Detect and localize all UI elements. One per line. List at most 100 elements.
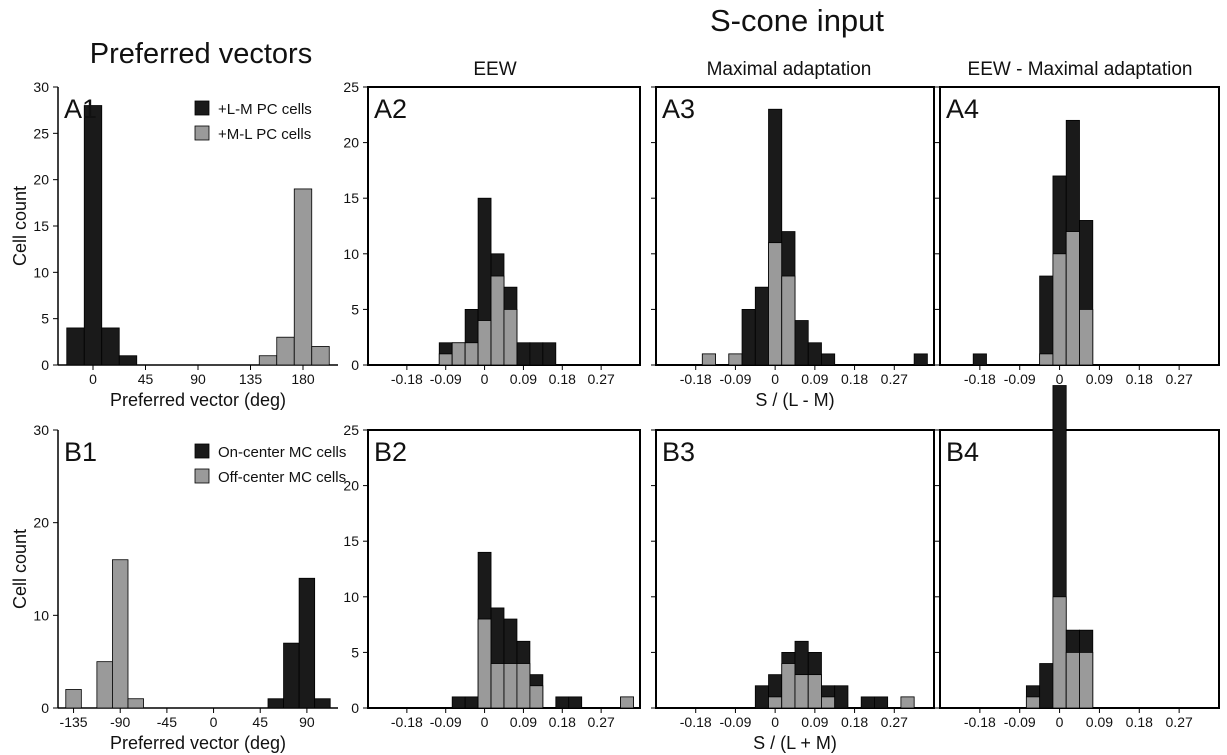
y-axis-label: Cell count bbox=[10, 529, 30, 609]
y-tick-label: 0 bbox=[41, 357, 49, 373]
bar-light bbox=[1052, 253, 1067, 366]
x-tick-label: 0.09 bbox=[510, 714, 537, 730]
column-title-eew: EEW bbox=[473, 59, 516, 80]
bar-light bbox=[1065, 231, 1080, 366]
bar-total bbox=[1039, 663, 1054, 709]
bar-light bbox=[781, 275, 796, 366]
y-tick-label: 20 bbox=[343, 135, 359, 151]
x-tick-label: 0.18 bbox=[841, 371, 868, 387]
x-tick-label: 0.09 bbox=[510, 371, 537, 387]
legend-label: Off-center MC cells bbox=[218, 469, 346, 486]
bar-light bbox=[516, 663, 531, 709]
bar-light bbox=[701, 353, 716, 366]
bar-light bbox=[1065, 652, 1080, 709]
x-tick-label: 0.09 bbox=[1086, 371, 1113, 387]
bar-light bbox=[781, 663, 796, 709]
y-axis-label: Cell count bbox=[10, 186, 30, 266]
x-tick-label: 0.18 bbox=[549, 714, 576, 730]
legend-swatch bbox=[194, 100, 210, 116]
x-tick-label: -0.09 bbox=[719, 714, 751, 730]
legend-swatch bbox=[194, 125, 210, 141]
x-tick-label: 0.27 bbox=[588, 714, 615, 730]
bar-total bbox=[754, 286, 769, 366]
panel-label: A2 bbox=[374, 94, 407, 124]
legend-swatch bbox=[194, 468, 210, 484]
x-tick-label: -45 bbox=[157, 714, 177, 730]
bar-total bbox=[834, 685, 849, 709]
x-tick-label: 0 bbox=[1056, 714, 1064, 730]
bar-light bbox=[529, 685, 544, 709]
y-tick-label: 25 bbox=[343, 79, 359, 95]
y-tick-label: 15 bbox=[33, 218, 49, 234]
x-tick-label: 0.27 bbox=[881, 371, 908, 387]
bar-dark bbox=[101, 327, 120, 366]
bar-light bbox=[464, 342, 479, 366]
x-tick-label: 0.27 bbox=[588, 371, 615, 387]
panel-b2: 0 5 10 15 20 25 -0.18 -0.09 0 0.09 0.18 0.27 B2 bbox=[343, 422, 641, 730]
bar-light bbox=[807, 674, 822, 709]
x-tick-label: -0.18 bbox=[964, 371, 996, 387]
y-tick-label: 10 bbox=[343, 589, 359, 605]
x-tick-label: 0.18 bbox=[1126, 714, 1153, 730]
bar-light bbox=[503, 663, 518, 709]
bar-light bbox=[96, 661, 113, 709]
x-tick-label: 0.27 bbox=[1166, 371, 1193, 387]
bar-light bbox=[821, 696, 836, 709]
x-tick-label: 0.27 bbox=[881, 714, 908, 730]
panel-label: A3 bbox=[662, 94, 695, 124]
y-tick-label: 25 bbox=[33, 125, 49, 141]
y-tick-label: 15 bbox=[343, 533, 359, 549]
bar-light bbox=[728, 353, 743, 366]
bar-light bbox=[1052, 596, 1067, 709]
panel-a4: -0.18 -0.09 0 0.09 0.18 0.27 A4 bbox=[935, 86, 1220, 387]
x-tick-label: 0.18 bbox=[549, 371, 576, 387]
panel-label: B2 bbox=[374, 437, 407, 467]
bar-light bbox=[127, 698, 144, 709]
bar-light bbox=[1079, 652, 1094, 709]
bar-dark bbox=[118, 355, 138, 366]
x-tick-label: 0.09 bbox=[801, 371, 828, 387]
legend-label: On-center MC cells bbox=[218, 444, 346, 461]
x-tick-label: -90 bbox=[110, 714, 130, 730]
panel-a2: 0 5 10 15 20 25 -0.18 -0.09 0 0.09 0.18 0.27 A2 bbox=[343, 79, 641, 387]
column-title-difference: EEW - Maximal adaptation bbox=[968, 59, 1193, 80]
x-tick-label: 90 bbox=[190, 371, 206, 387]
bar-light bbox=[794, 674, 809, 709]
bar-light bbox=[768, 696, 783, 709]
column-title-maximal-adaptation: Maximal adaptation bbox=[707, 59, 872, 80]
panel-b1: 0 10 20 30 -135 -90 -45 0 45 90 B1 Preferred vector… bbox=[10, 422, 346, 753]
x-tick-label: -0.18 bbox=[391, 371, 423, 387]
bar-dark bbox=[298, 577, 316, 709]
panel-a1: 0 5 10 15 20 25 30 0 45 90 135 180 A1 Preferred vecto… bbox=[10, 79, 338, 410]
x-axis-label: S / (L + M) bbox=[753, 733, 837, 753]
x-tick-label: 0.09 bbox=[801, 714, 828, 730]
x-tick-label: 180 bbox=[291, 371, 315, 387]
panels: 0 5 10 15 20 25 30 0 45 90 135 180 A1 Preferred vecto… bbox=[10, 79, 1220, 753]
x-tick-label: 0 bbox=[1056, 371, 1064, 387]
panel-label: B3 bbox=[662, 437, 695, 467]
panel-label: A4 bbox=[946, 94, 979, 124]
bar-light bbox=[451, 342, 466, 366]
y-tick-label: 30 bbox=[33, 79, 49, 95]
bar-light bbox=[276, 336, 295, 366]
bar-light bbox=[477, 320, 492, 366]
bar-total bbox=[807, 342, 822, 366]
x-tick-label: -0.18 bbox=[964, 714, 996, 730]
y-tick-label: 25 bbox=[343, 422, 359, 438]
x-tick-label: 0 bbox=[89, 371, 97, 387]
bar-light bbox=[1025, 696, 1041, 709]
y-tick-label: 5 bbox=[41, 311, 49, 327]
x-tick-label: -0.09 bbox=[430, 714, 462, 730]
x-tick-label: 90 bbox=[299, 714, 315, 730]
panel-label: B4 bbox=[946, 437, 979, 467]
bar-light bbox=[311, 346, 330, 366]
panel-a3: -0.18 -0.09 0 0.09 0.18 0.27 A3 S / (L - M) bbox=[651, 86, 935, 410]
x-tick-label: 45 bbox=[252, 714, 268, 730]
left-title: Preferred vectors bbox=[90, 38, 312, 70]
x-tick-label: -0.09 bbox=[719, 371, 751, 387]
bar-light bbox=[1079, 308, 1094, 366]
bar-light bbox=[768, 242, 783, 366]
bar-dark bbox=[66, 327, 85, 366]
bar-light bbox=[258, 355, 278, 366]
x-tick-label: -0.09 bbox=[1004, 371, 1036, 387]
